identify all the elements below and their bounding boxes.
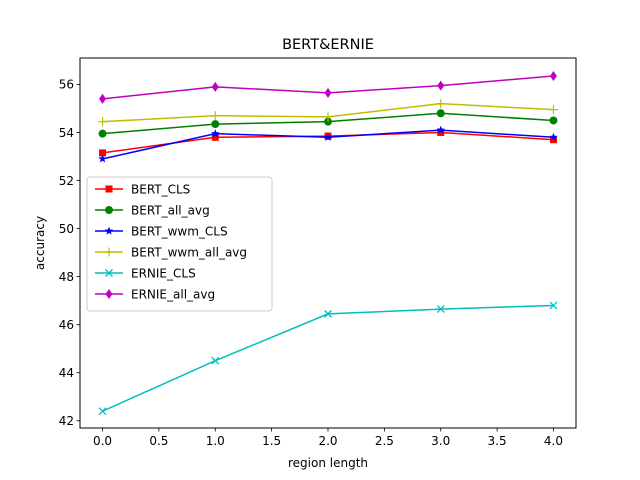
series-layer — [98, 71, 558, 416]
data-point-ERNIE_CLS-4 — [549, 301, 558, 310]
legend-marker-BERT_wwm_CLS — [104, 226, 114, 235]
legend-item-BERT_CLS: BERT_CLS — [95, 182, 190, 196]
data-point-ERNIE_CLS-3 — [436, 305, 445, 314]
series-BERT_all_avg — [98, 109, 558, 138]
chart-title: BERT&ERNIE — [282, 37, 374, 53]
x-tick-label: 3.5 — [488, 434, 507, 448]
data-point-BERT_wwm_CLS-4 — [549, 132, 558, 141]
data-point-BERT_CLS-1 — [211, 133, 219, 141]
x-tick-label: 1.0 — [206, 434, 225, 448]
legend-box — [86, 176, 273, 312]
y-tick-label: 44 — [59, 366, 74, 380]
x-tick-label: 2.5 — [375, 434, 394, 448]
y-tick-label: 42 — [59, 414, 74, 428]
data-point-BERT_CLS-4 — [549, 136, 557, 144]
data-point-BERT_all_avg-2 — [324, 117, 332, 126]
y-tick-label: 50 — [59, 222, 74, 236]
data-point-ERNIE_CLS-1 — [211, 356, 220, 365]
data-point-BERT_wwm_CLS-0 — [98, 154, 107, 163]
legend-marker-BERT_CLS — [105, 185, 113, 193]
data-point-ERNIE_all_avg-0 — [99, 93, 107, 104]
data-point-BERT_wwm_CLS-3 — [436, 125, 446, 134]
legend-item-BERT_wwm_CLS: BERT_wwm_CLS — [95, 224, 228, 238]
legend-item-BERT_wwm_all_avg: BERT_wwm_all_avg — [95, 245, 247, 259]
x-tick-label: 4.0 — [544, 434, 563, 448]
x-tick-label: 1.5 — [262, 434, 281, 448]
data-point-BERT_all_avg-1 — [211, 120, 220, 129]
legend-label: ERNIE_all_avg — [131, 287, 215, 301]
data-point-BERT_wwm_all_avg-1 — [210, 111, 220, 121]
legend-marker-ERNIE_CLS — [105, 269, 113, 277]
legend-marker-BERT_all_avg — [105, 206, 113, 214]
data-point-BERT_all_avg-3 — [436, 109, 445, 118]
data-point-BERT_wwm_all_avg-2 — [323, 112, 333, 122]
data-point-ERNIE_all_avg-2 — [324, 87, 332, 98]
series-BERT_wwm_CLS — [98, 125, 558, 163]
data-point-ERNIE_CLS-0 — [98, 407, 107, 416]
legend: BERT_CLS BERT_all_avg BERT_wwm_CLS BERT_wwm… — [86, 176, 273, 312]
legend-label: BERT_wwm_CLS — [131, 224, 228, 238]
data-point-BERT_CLS-3 — [437, 128, 445, 136]
data-point-BERT_wwm_all_avg-4 — [548, 105, 558, 115]
series-ERNIE_CLS — [98, 301, 558, 416]
data-point-ERNIE_all_avg-1 — [211, 81, 219, 92]
data-point-ERNIE_CLS-2 — [324, 309, 332, 318]
x-tick-label: 3.0 — [431, 434, 450, 448]
x-tick-label: 0.5 — [149, 434, 168, 448]
y-axis-label: accuracy — [33, 216, 47, 270]
data-point-BERT_wwm_all_avg-0 — [98, 117, 108, 127]
data-point-BERT_all_avg-4 — [549, 116, 558, 125]
data-point-BERT_CLS-0 — [99, 149, 107, 157]
series-BERT_wwm_all_avg — [98, 99, 558, 127]
legend-label: ERNIE_CLS — [131, 266, 196, 280]
legend-marker-BERT_wwm_all_avg — [104, 247, 114, 257]
data-point-BERT_wwm_CLS-1 — [210, 129, 220, 138]
x-tick-label: 0.0 — [93, 434, 112, 448]
legend-item-ERNIE_all_avg: ERNIE_all_avg — [95, 287, 215, 301]
legend-item-ERNIE_CLS: ERNIE_CLS — [95, 266, 196, 280]
legend-label: BERT_all_avg — [131, 203, 210, 217]
y-tick-label: 56 — [59, 78, 74, 92]
y-tick-label: 52 — [59, 174, 74, 188]
data-point-BERT_wwm_all_avg-3 — [436, 99, 446, 109]
y-tick-label: 46 — [59, 318, 74, 332]
axes-layer: 0.0 0.5 1.0 1.5 2.0 2.5 3.0 3.5 4.0 42 44 46 48 50 52 5… — [59, 57, 577, 448]
y-tick-label: 48 — [59, 270, 74, 284]
legend-label: BERT_wwm_all_avg — [131, 245, 247, 259]
legend-label: BERT_CLS — [131, 182, 190, 196]
legend-item-BERT_all_avg: BERT_all_avg — [95, 203, 210, 217]
x-axis-label: region length — [288, 456, 368, 470]
data-point-ERNIE_all_avg-3 — [437, 80, 445, 91]
series-ERNIE_all_avg — [99, 71, 557, 104]
data-point-BERT_all_avg-0 — [98, 129, 107, 138]
data-point-ERNIE_all_avg-4 — [549, 71, 557, 82]
data-point-BERT_wwm_CLS-2 — [323, 132, 333, 141]
legend-marker-ERNIE_all_avg — [105, 289, 113, 299]
x-tick-label: 2.0 — [318, 434, 337, 448]
y-tick-label: 54 — [59, 126, 74, 140]
